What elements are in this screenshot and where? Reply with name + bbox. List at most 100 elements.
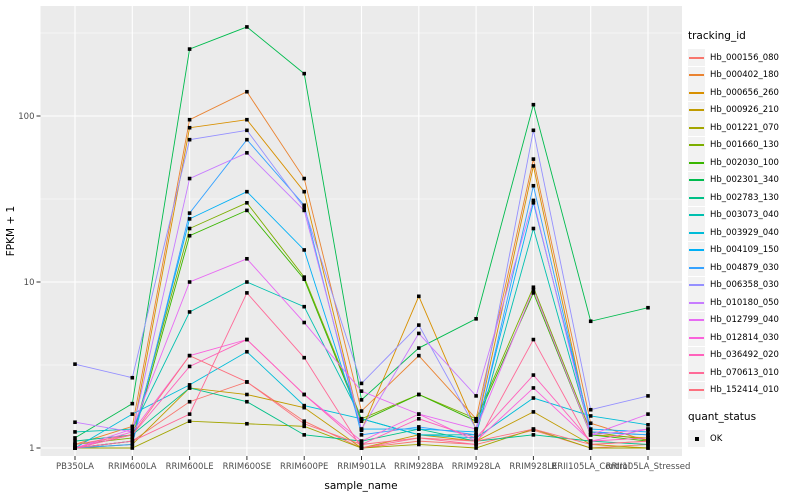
legend-line-swatch — [688, 154, 705, 172]
data-point — [245, 189, 249, 194]
legend-line-swatch — [688, 364, 705, 382]
data-point — [73, 420, 77, 425]
data-point — [646, 427, 650, 431]
data-point — [187, 280, 192, 284]
data-point — [474, 439, 478, 443]
data-point — [73, 430, 77, 434]
data-point — [417, 412, 421, 416]
legend-item-Hb_006358_030: Hb_006358_030 — [688, 276, 798, 295]
data-point — [531, 226, 536, 231]
legend-line-swatch — [688, 241, 705, 259]
legend-line-swatch — [688, 101, 705, 119]
data-point — [302, 421, 306, 426]
data-point — [588, 439, 593, 443]
data-point — [588, 414, 593, 418]
legend-label: Hb_000402_180 — [710, 70, 779, 81]
data-point — [474, 442, 478, 447]
data-point — [359, 381, 364, 386]
data-point — [417, 436, 421, 440]
data-point — [302, 275, 306, 279]
data-point — [187, 226, 192, 231]
data-point — [187, 386, 192, 390]
data-point — [130, 433, 135, 437]
data-point — [187, 233, 192, 238]
data-point — [359, 439, 364, 443]
x-tick-label: RRIM901LA — [337, 462, 386, 472]
legend-label: Hb_000156_080 — [710, 52, 779, 63]
data-point — [588, 407, 593, 412]
data-point — [646, 436, 650, 440]
x-tick-label: RRIM600PE — [280, 462, 328, 472]
data-point — [302, 205, 306, 210]
data-point — [474, 436, 478, 440]
data-point — [646, 433, 650, 437]
data-point — [417, 439, 421, 443]
data-point — [531, 427, 536, 431]
data-point — [245, 380, 249, 384]
legend-label: Hb_004879_030 — [710, 262, 779, 273]
legend-label: Hb_003929_040 — [710, 227, 779, 238]
data-point — [531, 337, 536, 342]
legend-item-Hb_070613_010: Hb_070613_010 — [688, 364, 798, 382]
legend-label: Hb_152414_010 — [710, 385, 779, 396]
legend-line-swatch — [688, 119, 705, 137]
data-point — [245, 200, 249, 205]
legend-label: Hb_001221_070 — [710, 122, 779, 133]
data-point — [130, 427, 135, 431]
data-point — [187, 117, 192, 122]
data-point — [187, 353, 192, 358]
data-point — [187, 364, 192, 369]
legend-item-Hb_012799_040: Hb_012799_040 — [688, 311, 798, 330]
legend-line-swatch — [688, 381, 705, 399]
data-point — [302, 405, 306, 410]
data-point — [417, 331, 421, 336]
data-point — [359, 442, 364, 447]
data-point — [417, 353, 421, 358]
data-point — [588, 433, 593, 437]
data-point — [531, 200, 536, 205]
legend-line-swatch — [688, 294, 705, 312]
data-point — [646, 439, 650, 443]
legend-label: Hb_002030_100 — [710, 157, 779, 168]
data-point — [417, 416, 421, 421]
data-point — [130, 412, 135, 416]
data-point — [130, 439, 135, 443]
data-point — [646, 442, 650, 447]
legend-line-swatch — [688, 259, 705, 277]
legend-line-swatch — [688, 329, 705, 347]
data-point — [302, 304, 306, 309]
data-point — [302, 392, 306, 397]
x-tick-label: RRII105LA_Control — [551, 462, 630, 472]
data-point — [417, 294, 421, 299]
legend-line-swatch — [688, 311, 705, 329]
data-point — [73, 442, 77, 447]
data-point — [245, 25, 249, 29]
data-point — [531, 285, 536, 290]
legend-item-Hb_036492_020: Hb_036492_020 — [688, 346, 798, 365]
data-point — [302, 71, 306, 76]
legend-label: Hb_002301_340 — [710, 175, 779, 186]
data-point — [302, 277, 306, 281]
data-point — [245, 117, 249, 122]
legend-label: Hb_000926_210 — [710, 105, 779, 116]
legend-item-Hb_003929_040: Hb_003929_040 — [688, 224, 798, 242]
legend-item-Hb_000156_080: Hb_000156_080 — [688, 49, 798, 67]
legend-item-Hb_004109_150: Hb_004109_150 — [688, 241, 798, 260]
data-point — [130, 430, 135, 434]
data-point — [130, 401, 135, 406]
data-point — [417, 442, 421, 447]
data-point — [302, 189, 306, 194]
data-point — [417, 427, 421, 431]
legend-items: Hb_000156_080 Hb_000402_180 Hb_000656_260 H… — [688, 49, 798, 399]
data-point — [474, 394, 478, 398]
data-point — [531, 164, 536, 168]
data-point — [302, 433, 306, 437]
legend-label: Hb_010180_050 — [710, 297, 779, 308]
data-point — [531, 410, 536, 414]
data-point — [187, 383, 192, 387]
data-point — [187, 125, 192, 130]
data-point — [302, 355, 306, 360]
data-point — [588, 442, 593, 447]
data-point — [531, 102, 536, 107]
